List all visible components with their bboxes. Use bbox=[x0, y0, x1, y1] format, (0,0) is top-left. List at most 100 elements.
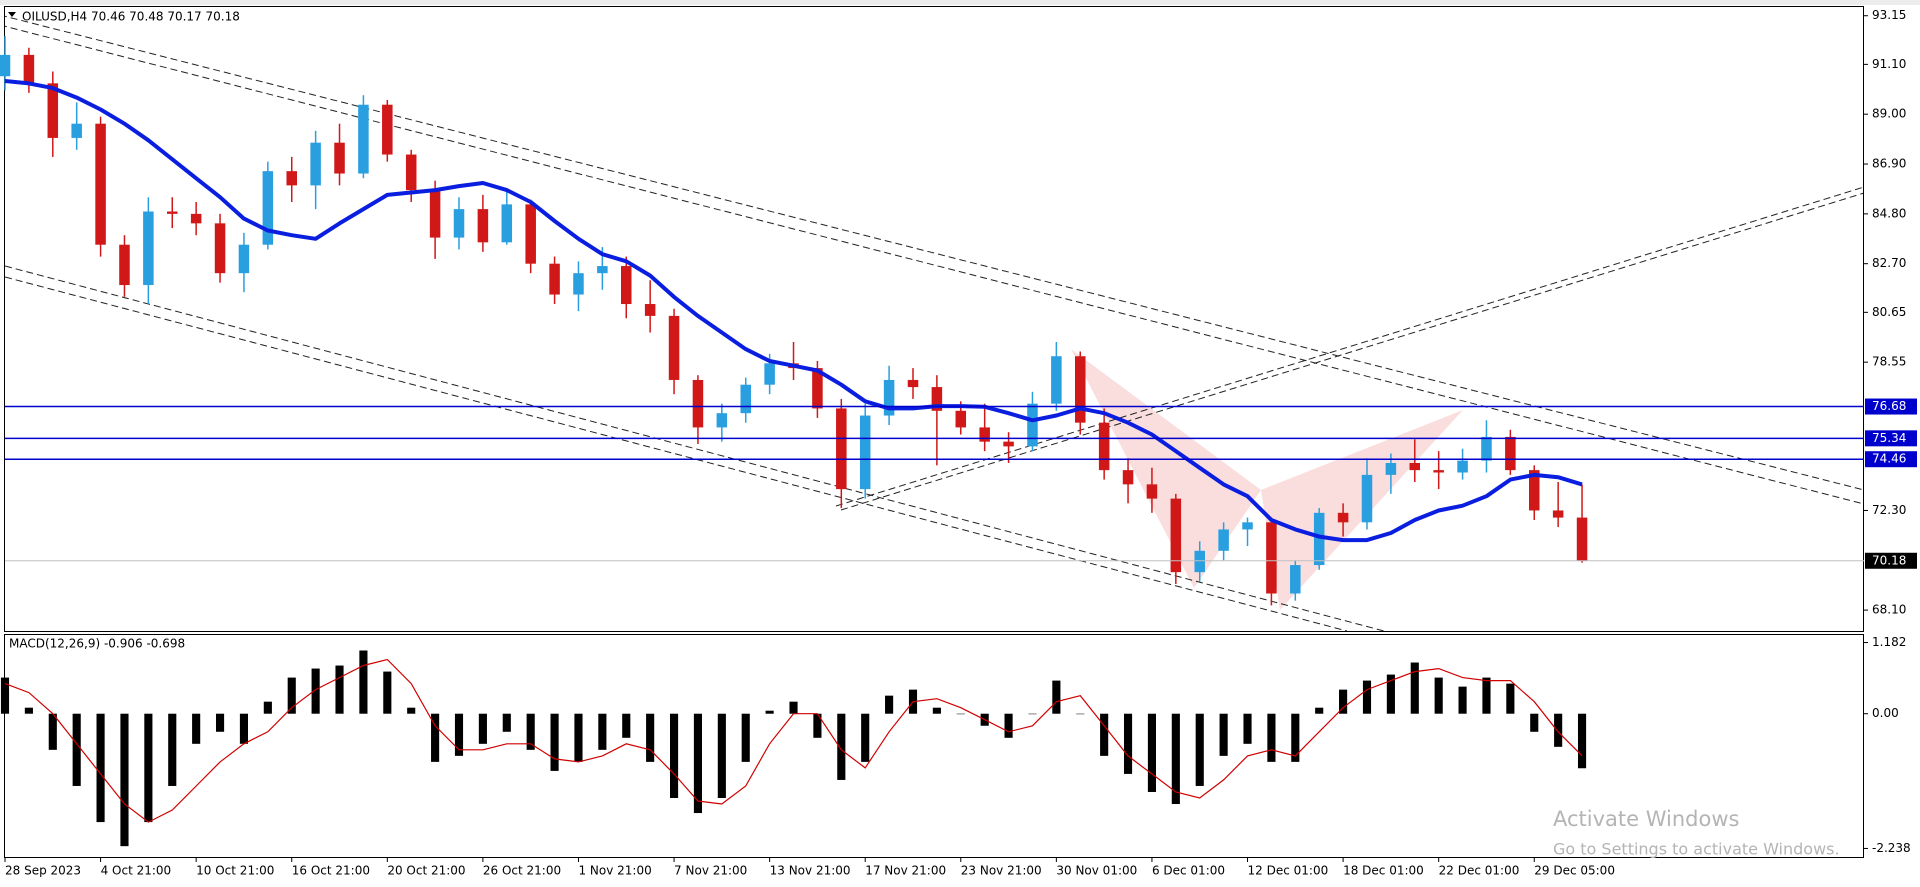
candle-body bbox=[525, 204, 536, 264]
candle-body bbox=[1194, 550, 1205, 573]
histogram-bar bbox=[263, 701, 272, 714]
candle-body bbox=[1505, 436, 1516, 471]
channel-line bbox=[5, 25, 1863, 505]
trend-lines bbox=[5, 15, 1863, 631]
candle-body bbox=[692, 379, 704, 428]
signal-line bbox=[4, 658, 1583, 823]
channel-line bbox=[5, 15, 1863, 491]
candle-body bbox=[859, 415, 871, 490]
histogram-bar bbox=[1530, 713, 1539, 732]
candle-body bbox=[477, 209, 489, 243]
candle-body bbox=[71, 123, 82, 138]
candle-body bbox=[1051, 356, 1062, 404]
macd-title: MACD(12,26,9) -0.906 -0.698 bbox=[9, 637, 185, 651]
menu-arrow bbox=[8, 12, 16, 17]
histogram-bar bbox=[550, 713, 559, 771]
candle-body bbox=[501, 204, 513, 243]
histogram-bar bbox=[0, 677, 10, 714]
x-tick-label: 20 Oct 21:00 bbox=[387, 864, 465, 878]
histogram-bar bbox=[1243, 713, 1252, 744]
histogram-bar bbox=[335, 665, 344, 714]
histogram-bar bbox=[24, 707, 33, 714]
candle-body bbox=[1242, 522, 1253, 530]
histogram-bar bbox=[765, 710, 774, 714]
candle-body bbox=[1552, 510, 1564, 518]
x-tick-label: 28 Sep 2023 bbox=[5, 864, 81, 878]
moving-average bbox=[4, 79, 1583, 543]
histogram-bar bbox=[885, 695, 894, 714]
x-tick-label: 18 Dec 01:00 bbox=[1343, 864, 1424, 878]
candle-body bbox=[955, 410, 967, 428]
histogram-bar bbox=[526, 713, 535, 750]
y-tick-label: 1.182 bbox=[1872, 635, 1906, 649]
candle-body bbox=[0, 54, 11, 77]
histogram-bar bbox=[192, 713, 201, 744]
candle-body bbox=[1409, 463, 1421, 471]
last-price-box bbox=[1865, 552, 1917, 569]
histogram-bar bbox=[311, 668, 320, 714]
histogram-bar bbox=[956, 713, 965, 715]
candle-body bbox=[1457, 460, 1468, 473]
level-label-box bbox=[1865, 451, 1917, 468]
x-tick-label: 12 Dec 01:00 bbox=[1248, 864, 1329, 878]
candle-body bbox=[597, 266, 608, 274]
candle-body bbox=[358, 104, 369, 174]
candle-body bbox=[1098, 422, 1110, 471]
x-tick-label: 29 Dec 05:00 bbox=[1534, 864, 1615, 878]
histogram-bar bbox=[287, 677, 296, 714]
candle-body bbox=[214, 223, 226, 274]
candle-body bbox=[1481, 436, 1492, 461]
histogram-bar bbox=[359, 650, 368, 714]
y-tick-label: 82.70 bbox=[1872, 256, 1906, 270]
histogram-bar bbox=[1219, 713, 1228, 756]
histogram-bar bbox=[693, 713, 703, 814]
level-label: 76.68 bbox=[1872, 399, 1906, 413]
histogram-bar bbox=[1506, 683, 1515, 714]
candle-body bbox=[382, 104, 393, 155]
candle-body bbox=[716, 413, 728, 428]
last-price-label: 70.18 bbox=[1872, 553, 1906, 567]
x-tick-label: 22 Dec 01:00 bbox=[1439, 864, 1520, 878]
candle-body bbox=[1266, 522, 1277, 594]
y-tick-label: 78.55 bbox=[1872, 355, 1906, 369]
histogram-bar bbox=[383, 671, 392, 714]
y-tick-label: 93.15 bbox=[1872, 8, 1906, 22]
x-tick-label: 30 Nov 01:00 bbox=[1056, 864, 1137, 878]
candle-body bbox=[1170, 498, 1182, 573]
histogram-bar bbox=[1171, 713, 1180, 805]
candle-body bbox=[573, 273, 584, 295]
candle-body bbox=[812, 368, 823, 409]
price-panel-frame bbox=[4, 6, 1864, 632]
histogram-bar bbox=[1028, 713, 1037, 715]
candle-body bbox=[1027, 403, 1038, 447]
x-tick-label: 4 Oct 21:00 bbox=[101, 864, 172, 878]
candle-body bbox=[883, 379, 895, 416]
histogram-bar bbox=[837, 713, 846, 780]
histogram-bar bbox=[1554, 713, 1563, 747]
y-tick-label: 0.00 bbox=[1872, 706, 1899, 720]
x-tick-label: 23 Nov 21:00 bbox=[961, 864, 1042, 878]
x-tick-label: 1 Nov 21:00 bbox=[578, 864, 651, 878]
price-title: OILUSD,H4 70.46 70.48 70.17 70.18 bbox=[22, 10, 240, 24]
candle-body bbox=[143, 211, 154, 286]
x-tick-label: 13 Nov 21:00 bbox=[770, 864, 851, 878]
candle-body bbox=[262, 171, 274, 245]
histogram-bar bbox=[1339, 689, 1348, 714]
y-tick-label: -2.238 bbox=[1872, 841, 1911, 855]
candle-body bbox=[429, 190, 441, 238]
candle-body bbox=[310, 142, 321, 186]
candle-body bbox=[979, 427, 990, 442]
histogram-bar bbox=[1386, 674, 1395, 714]
candle-body bbox=[1218, 529, 1229, 551]
candle-body bbox=[190, 213, 202, 224]
candle-body bbox=[621, 266, 632, 305]
candle-body bbox=[405, 154, 417, 191]
histogram-bar bbox=[622, 713, 631, 738]
y-tick-label: 72.30 bbox=[1872, 503, 1906, 517]
histogram-bar bbox=[431, 713, 440, 762]
histogram-bar bbox=[598, 713, 607, 750]
level-label-box bbox=[1865, 398, 1917, 415]
